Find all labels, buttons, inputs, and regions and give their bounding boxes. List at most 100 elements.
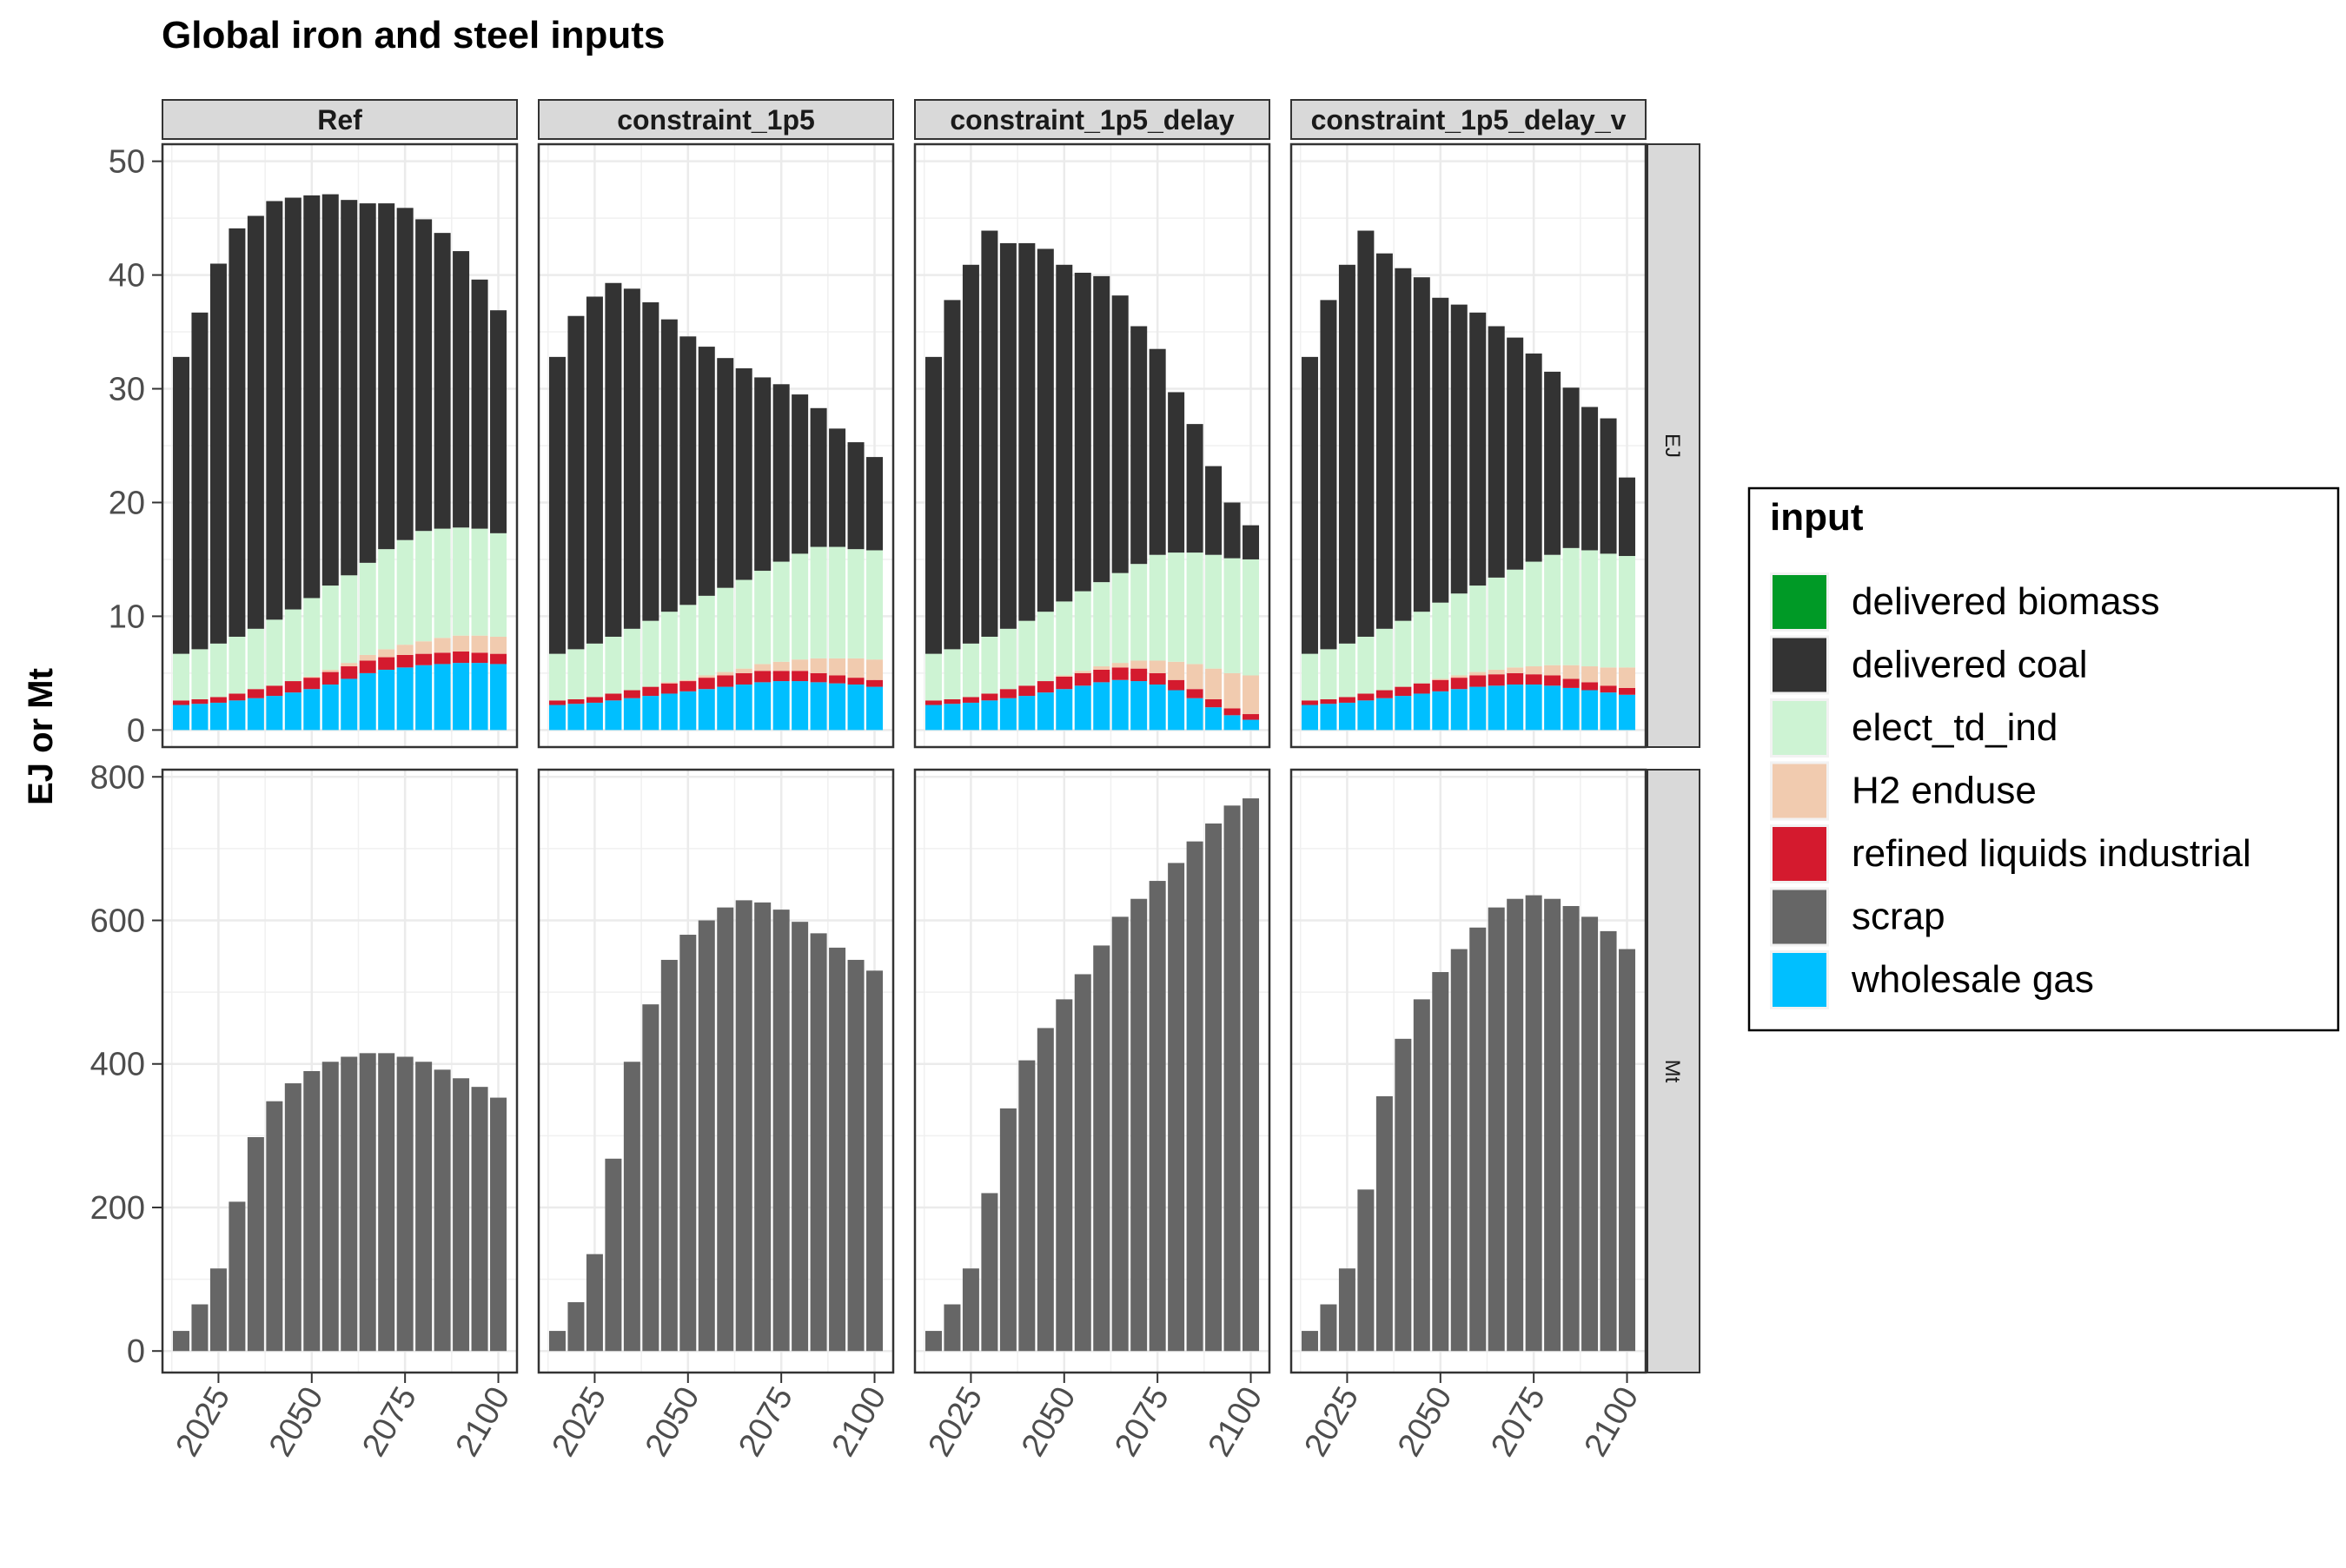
bar	[1037, 612, 1054, 682]
legend-item: H2 enduse	[1770, 761, 2037, 821]
bar	[660, 693, 678, 731]
bar	[209, 697, 227, 703]
bar	[698, 595, 715, 676]
bar	[810, 407, 827, 547]
bar	[1301, 705, 1318, 731]
panel-border	[161, 768, 519, 1374]
panel-Mt-0: 2025 2050 2075 2100	[161, 768, 519, 1463]
bar	[1450, 689, 1468, 731]
bar	[1186, 664, 1203, 690]
legend-swatch	[1773, 890, 1826, 944]
panels: Ref constraint_1p5 constraint_1p5_delay con…	[90, 99, 1700, 1463]
bar	[962, 643, 979, 698]
bar	[924, 356, 942, 654]
bar	[924, 705, 942, 731]
bar	[999, 1108, 1017, 1352]
series-refined-liquids-industrial	[1301, 672, 1636, 705]
bar	[1413, 693, 1430, 731]
bar	[1507, 569, 1524, 668]
bar	[962, 702, 979, 731]
bar	[717, 907, 734, 1352]
bar	[284, 692, 302, 731]
panel-border	[913, 142, 1271, 749]
bar	[1450, 593, 1468, 676]
bar	[1130, 681, 1148, 731]
bar	[735, 684, 752, 731]
bar	[567, 704, 585, 731]
bar	[981, 636, 998, 694]
bar	[772, 661, 790, 672]
bar	[266, 201, 283, 620]
bar	[717, 587, 734, 672]
bar	[434, 664, 451, 731]
bar	[717, 675, 734, 687]
bar	[999, 242, 1017, 629]
bar	[1186, 552, 1203, 665]
bar	[1149, 672, 1166, 685]
bar	[1619, 667, 1636, 688]
bar	[1619, 556, 1636, 668]
bar	[1357, 636, 1375, 694]
bar	[792, 671, 809, 682]
series-delivered-coal	[548, 282, 884, 654]
bar	[1093, 945, 1110, 1352]
bar	[284, 1083, 302, 1352]
bar	[172, 700, 189, 705]
bar	[303, 678, 321, 690]
legend-label: refined liquids industrial	[1852, 832, 2251, 875]
bar	[1469, 312, 1487, 586]
bar	[698, 689, 715, 731]
bar	[1223, 672, 1241, 709]
bar	[1357, 693, 1375, 701]
bar	[303, 676, 321, 678]
bar	[378, 669, 395, 731]
legend-item: scrap	[1770, 887, 1945, 947]
bar	[415, 665, 433, 731]
bar	[1338, 1268, 1355, 1352]
bar	[810, 546, 827, 658]
legend-swatch	[1773, 701, 1826, 755]
bar	[1243, 559, 1260, 676]
bar	[605, 693, 622, 701]
bar	[605, 1158, 622, 1352]
bar	[490, 636, 507, 654]
bar	[396, 645, 414, 655]
bar	[359, 660, 376, 673]
bar	[1243, 714, 1260, 720]
bar	[1056, 601, 1073, 676]
bar	[642, 696, 659, 731]
series-elect-td-ind	[172, 527, 507, 701]
bar	[586, 1254, 603, 1352]
y-tick-label: 20	[109, 485, 145, 521]
bar	[1432, 971, 1449, 1352]
bar	[1111, 572, 1129, 664]
bar	[359, 672, 376, 731]
bar	[247, 1137, 264, 1352]
bar	[679, 691, 697, 731]
series-h2-enduse	[1432, 665, 1636, 688]
y-tick-label: 400	[90, 1047, 145, 1083]
bar	[1223, 715, 1241, 731]
bar	[1018, 685, 1036, 697]
bar	[1018, 696, 1036, 731]
legend-item: delivered coal	[1770, 635, 2088, 695]
bar	[1130, 668, 1148, 682]
bar	[944, 704, 961, 731]
bar	[1074, 671, 1091, 673]
bar	[754, 671, 772, 683]
bar	[735, 579, 752, 669]
bar	[1186, 689, 1203, 698]
bar	[1450, 678, 1468, 690]
bar	[1168, 661, 1185, 680]
panel-EJ-3	[1289, 142, 1647, 749]
bar	[717, 686, 734, 731]
series-refined-liquids-industrial	[548, 671, 884, 705]
bar	[1395, 620, 1412, 687]
bar	[1469, 586, 1487, 672]
bar	[1301, 653, 1318, 701]
bar	[735, 367, 752, 580]
legend-swatch	[1773, 827, 1826, 881]
series-h2-enduse	[660, 658, 884, 684]
bar	[1111, 916, 1129, 1352]
